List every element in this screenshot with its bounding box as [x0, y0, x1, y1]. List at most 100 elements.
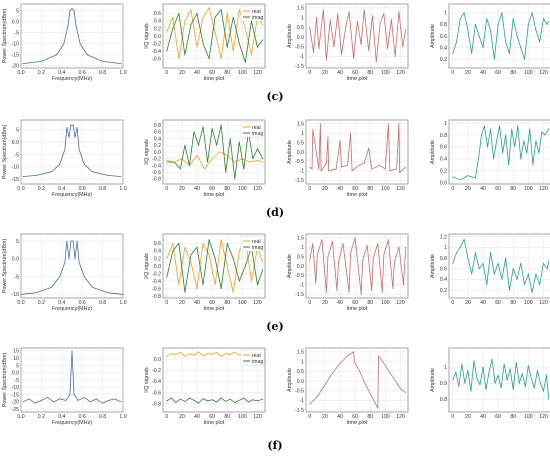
data-point	[207, 161, 209, 163]
data-point	[311, 168, 313, 170]
chart-2-0: 0.0 0.2 0.4 0.6 0.8 1.0 5 0.0 -5 -10 Frequency(MHz…	[2, 233, 127, 312]
data-point	[405, 246, 407, 248]
data-point	[491, 358, 493, 360]
chart-3-3: 0 20 40 60 80 100 120 1 0.9 0.8 Amplitude	[430, 347, 550, 420]
chart-2-1: 0 20 40 60 80 100 120 0.6 0.40.2 0.0-0.2 -0.4-0.6 -…	[144, 233, 266, 312]
data-point	[202, 43, 204, 44]
x-tick-label: 60	[352, 300, 358, 306]
data-point	[244, 28, 246, 29]
y-tick-label: -0.6	[152, 390, 161, 396]
data-point	[539, 284, 541, 286]
data-point	[107, 292, 109, 294]
x-tick-label: 60	[495, 414, 501, 420]
y-tick-label: -0.4	[152, 279, 161, 285]
data-point	[488, 371, 490, 373]
x-tick-label: 0.8	[99, 70, 106, 76]
data-point	[196, 154, 198, 156]
plot-frame	[162, 347, 266, 413]
y-tick-label: 0.0	[297, 150, 304, 156]
data-point	[170, 397, 172, 399]
data-point	[524, 284, 526, 286]
x-tick-label: 60	[209, 300, 215, 306]
data-point	[394, 55, 396, 57]
y-axis-label: Amplitude	[287, 140, 293, 164]
x-tick-label: 0	[308, 300, 311, 306]
data-point	[172, 28, 174, 29]
data-point	[166, 161, 168, 163]
x-tick-label: 0.2	[38, 186, 45, 192]
x-tick-label: 1.0	[119, 186, 126, 192]
x-tick-label: 0.8	[99, 186, 106, 192]
data-point	[89, 401, 91, 403]
data-point	[482, 366, 484, 368]
y-tick-label: 0.6	[154, 11, 161, 17]
data-point	[243, 168, 245, 170]
data-point	[66, 240, 68, 242]
x-tick-label: 40	[480, 70, 486, 76]
data-point	[354, 237, 356, 239]
y-tick-label: -0.6	[152, 170, 161, 176]
row-label-2: (e)	[266, 320, 283, 333]
y-tick-label: 0.5	[297, 254, 304, 260]
data-point	[535, 29, 537, 31]
y-tick-label: 5	[16, 363, 19, 369]
data-point	[383, 254, 385, 256]
x-tick-label: 20	[465, 300, 471, 306]
data-point	[482, 262, 484, 264]
data-point	[188, 165, 190, 166]
y-axis-label: Power Spectrum(dBm)	[2, 125, 8, 180]
data-point	[68, 136, 70, 138]
data-point	[390, 19, 392, 20]
series-line-0	[20, 240, 124, 295]
data-point	[220, 58, 222, 60]
y-axis-label: Power Spectrum(dBm)	[2, 353, 8, 408]
data-point	[335, 168, 337, 170]
data-point	[515, 361, 517, 363]
y-tick-label: -5	[14, 274, 19, 280]
data-point	[381, 291, 383, 293]
data-point	[172, 250, 174, 252]
y-tick-label: 0.2	[440, 169, 447, 175]
y-tick-label: -10	[12, 42, 20, 48]
data-point	[383, 13, 385, 15]
x-tick-label: 60	[209, 186, 215, 192]
y-axis-label: Amplitude	[430, 254, 436, 278]
y-tick-label: -5	[14, 378, 19, 384]
data-point	[184, 400, 186, 402]
x-axis-label: time plot	[347, 192, 368, 198]
data-point	[474, 252, 476, 254]
data-point	[375, 166, 377, 168]
data-point	[211, 158, 213, 160]
data-point	[315, 282, 317, 284]
data-point	[232, 50, 234, 52]
data-point	[368, 147, 370, 149]
data-point	[474, 23, 476, 25]
plot-frame	[20, 119, 124, 185]
y-tick-label: -0.4	[152, 163, 161, 169]
chart-0-1: 0 20 40 60 80 100 120 0.6 0.40.2 0.0-0.2 -0.4-0.6 t…	[144, 3, 266, 82]
data-point	[494, 382, 496, 384]
plot-frame	[305, 347, 409, 413]
data-point	[471, 273, 473, 275]
data-point	[70, 124, 72, 126]
x-tick-label: 0.4	[58, 186, 65, 192]
data-point	[40, 60, 42, 62]
data-point	[70, 372, 72, 374]
y-tick-label: 0.4	[154, 19, 161, 25]
data-point	[202, 355, 204, 357]
x-tick-label: 0	[451, 70, 454, 76]
data-point	[348, 291, 350, 293]
data-point	[232, 258, 234, 259]
x-tick-label: 20	[322, 70, 328, 76]
plot-area	[448, 233, 550, 299]
data-point	[342, 242, 344, 244]
data-point	[520, 158, 522, 160]
row-label-0: (c)	[266, 90, 283, 103]
x-tick-label: 0	[308, 70, 311, 76]
x-axis-label: time plot	[204, 306, 225, 312]
data-point	[337, 13, 339, 15]
x-tick-label: 120	[539, 300, 548, 306]
data-point	[256, 284, 258, 286]
data-point	[202, 284, 204, 286]
data-point	[474, 177, 476, 179]
